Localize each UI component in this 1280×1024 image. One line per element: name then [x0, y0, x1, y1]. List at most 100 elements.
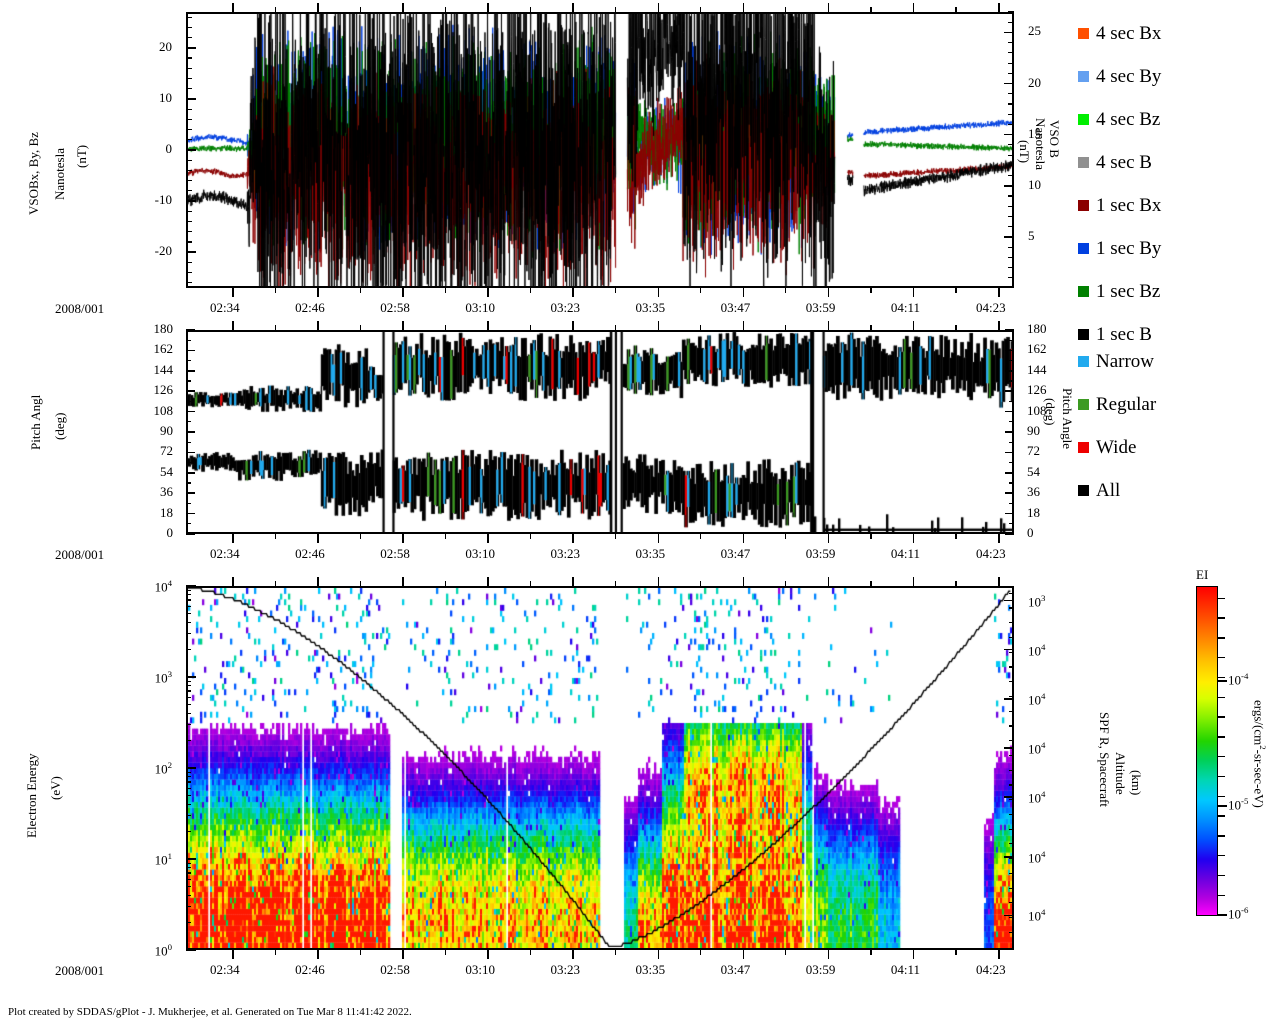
axis-tick — [1008, 103, 1014, 105]
x-axis-time-label: 02:46 — [295, 962, 325, 977]
axis-tick — [186, 190, 192, 192]
axis-tick — [1005, 451, 1014, 454]
axis-tick — [1004, 599, 1014, 602]
panel3-y-label: 101 — [154, 851, 172, 868]
axis-tick — [186, 794, 191, 796]
axis-tick — [186, 776, 191, 778]
axis-tick — [186, 885, 191, 887]
legend-item-4-sec-bz[interactable]: 4 sec Bz — [1078, 98, 1278, 141]
x-axis-time-label: 02:34 — [210, 546, 240, 561]
axis-tick — [186, 462, 191, 464]
axis-tick — [1008, 195, 1014, 197]
axis-tick — [186, 169, 192, 172]
axis-tick — [186, 703, 191, 705]
axis-tick — [186, 905, 191, 908]
axis-tick — [1009, 666, 1014, 668]
axis-tick — [186, 329, 195, 331]
legend-item-1-sec-by[interactable]: 1 sec By — [1078, 227, 1278, 270]
axis-tick — [359, 581, 361, 586]
legend-item-1-sec-b[interactable]: 1 sec B — [1078, 313, 1278, 356]
axis-tick — [186, 894, 191, 896]
axis-tick — [186, 400, 191, 402]
axis-tick — [487, 534, 489, 543]
legend-label: Wide — [1096, 437, 1137, 458]
axis-tick — [186, 380, 191, 382]
axis-tick — [186, 858, 196, 860]
axis-tick — [1009, 523, 1014, 525]
axis-tick — [186, 803, 191, 805]
pitch-angle-traces — [188, 332, 1012, 532]
axis-tick — [232, 577, 234, 586]
axis-tick — [444, 581, 446, 586]
legend-item-1-sec-bx[interactable]: 1 sec Bx — [1078, 184, 1278, 227]
axis-tick — [827, 288, 830, 297]
axis-tick — [742, 950, 745, 959]
axis-tick — [912, 321, 915, 330]
axis-tick — [1008, 42, 1014, 44]
panel2-ylabel-line1: Pitch Angl — [28, 394, 43, 450]
legend-item-narrow[interactable]: Narrow — [1078, 340, 1278, 383]
axis-tick — [274, 950, 276, 955]
legend-item-regular[interactable]: Regular — [1078, 383, 1278, 426]
axis-tick — [742, 534, 745, 543]
axis-tick — [529, 288, 532, 293]
colorbar-tick — [1218, 680, 1227, 682]
panel3-y2-label: 103 — [1028, 592, 1046, 609]
axis-tick — [1004, 185, 1014, 187]
axis-tick — [444, 288, 446, 293]
x-axis-time-label: 03:23 — [550, 962, 581, 977]
axis-tick — [742, 577, 745, 586]
legend-label: 1 sec Bz — [1096, 281, 1161, 302]
axis-tick — [274, 288, 276, 293]
axis-tick — [232, 288, 234, 297]
axis-tick — [1009, 651, 1014, 653]
axis-tick — [317, 321, 319, 330]
axis-tick — [998, 321, 1000, 330]
x-axis-time-label: 02:58 — [380, 962, 410, 977]
legend-swatch-icon — [1078, 329, 1089, 340]
legend-item-4-sec-by[interactable]: 4 sec By — [1078, 55, 1278, 98]
axis-tick — [615, 325, 617, 330]
axis-tick — [1004, 914, 1014, 917]
x-axis-time-label: 04:23 — [976, 300, 1006, 315]
legend-item-4-sec-bx[interactable]: 4 sec Bx — [1078, 12, 1278, 55]
legend-item-4-sec-b[interactable]: 4 sec B — [1078, 141, 1278, 184]
legend-label: 4 sec Bz — [1096, 109, 1161, 130]
axis-tick — [742, 288, 745, 297]
axis-tick — [402, 288, 404, 297]
axis-tick — [700, 534, 702, 539]
legend-item-all[interactable]: All — [1078, 469, 1278, 512]
axis-tick — [186, 680, 191, 682]
x-axis-time-label: 03:23 — [550, 300, 581, 315]
axis-tick — [402, 321, 404, 330]
legend-label: 1 sec By — [1096, 238, 1162, 259]
axis-tick — [487, 321, 489, 330]
axis-tick — [700, 950, 702, 955]
axis-tick — [487, 950, 489, 959]
axis-tick — [1005, 329, 1014, 331]
axis-tick — [1005, 512, 1014, 515]
legend-swatch-icon — [1078, 157, 1089, 168]
axis-tick — [186, 67, 192, 69]
axis-tick — [186, 139, 192, 141]
axis-tick — [1009, 887, 1014, 889]
axis-tick — [742, 3, 745, 12]
x-axis-time-label: 03:35 — [635, 962, 666, 977]
axis-tick — [1008, 205, 1014, 207]
axis-tick — [998, 3, 1000, 12]
axis-tick — [444, 7, 446, 12]
legend-item-1-sec-bz[interactable]: 1 sec Bz — [1078, 270, 1278, 313]
legend-item-wide[interactable]: Wide — [1078, 426, 1278, 469]
x-axis-time-label: 03:59 — [805, 962, 836, 977]
axis-tick — [186, 492, 195, 494]
panel3-y-label: 100 — [154, 942, 172, 959]
panel2-y-label: 108 — [153, 402, 174, 418]
legend-label: Regular — [1096, 394, 1157, 415]
x-axis-time-label: 04:23 — [976, 546, 1006, 561]
legend-swatch-icon — [1078, 243, 1089, 254]
panel1-y-label: 20 — [159, 38, 172, 54]
axis-tick — [186, 149, 196, 151]
axis-tick — [657, 950, 660, 959]
x-axis-time-label: 03:10 — [465, 962, 495, 977]
legend-label: 4 sec Bx — [1096, 23, 1162, 44]
